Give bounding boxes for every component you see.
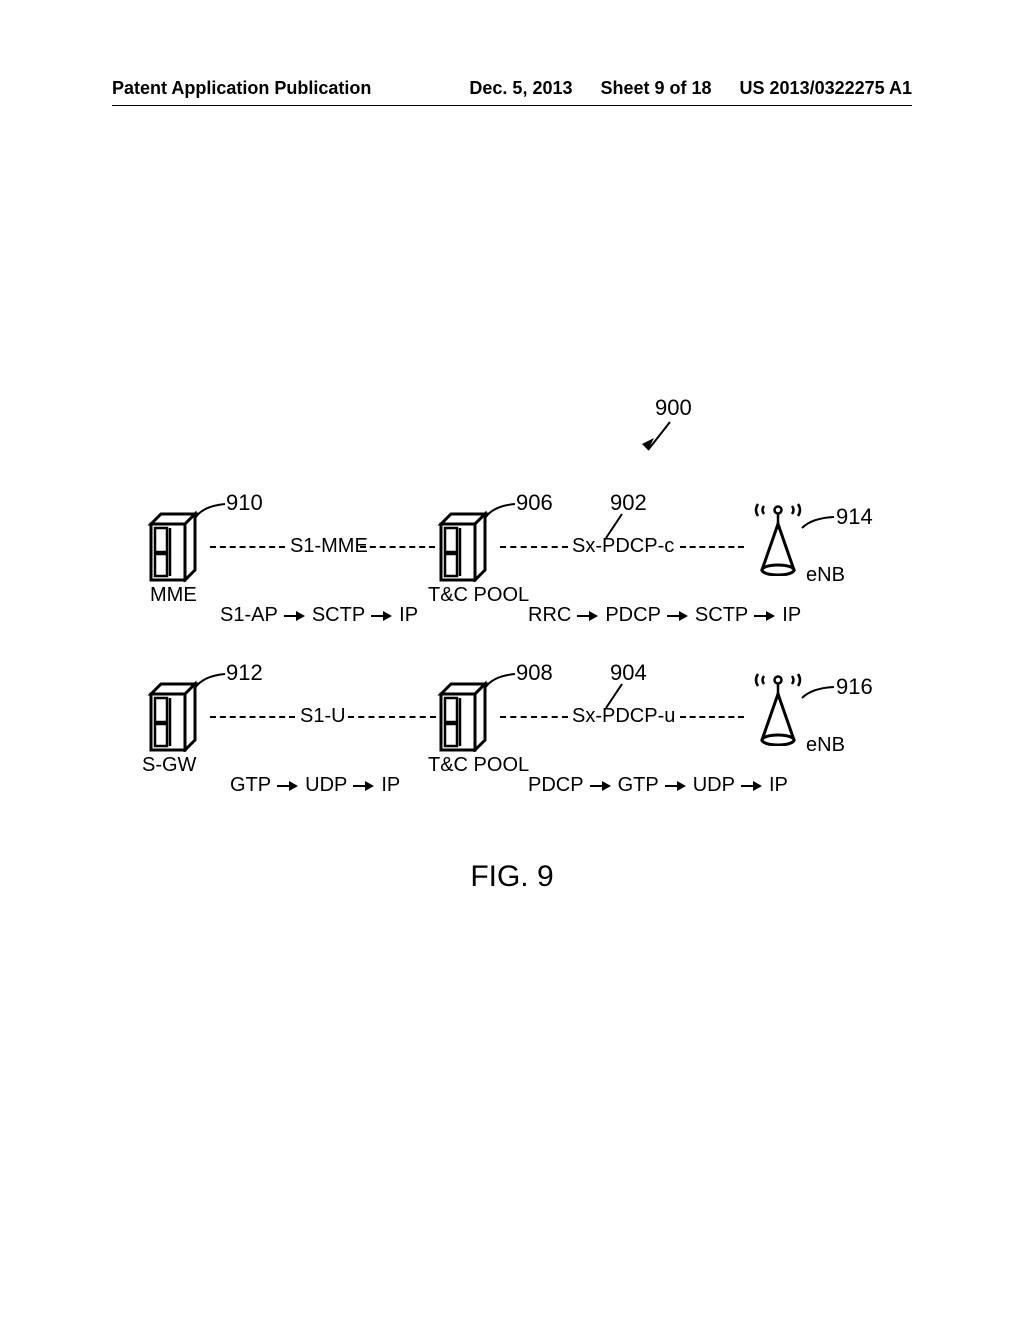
arrow-icon	[667, 611, 689, 621]
proto-ip: IP	[399, 604, 418, 627]
proto-row1-right: RRC PDCP SCTP IP	[528, 604, 801, 627]
proto-sctp2: SCTP	[695, 604, 748, 627]
link-s1u-right	[348, 716, 436, 718]
label-mme: MME	[150, 584, 197, 607]
header-sheet: Sheet 9 of 18	[600, 78, 711, 105]
link-s1u-left	[210, 716, 295, 718]
ref-912: 912	[226, 660, 263, 686]
page-header: Patent Application Publication Dec. 5, 2…	[112, 78, 912, 106]
diagram-ref-900: 900	[655, 395, 692, 421]
arrow-icon	[353, 781, 375, 791]
ref-916: 916	[836, 674, 873, 700]
arrow-icon	[665, 781, 687, 791]
page: Patent Application Publication Dec. 5, 2…	[0, 0, 1024, 1320]
leader-902	[602, 512, 632, 542]
label-sgw: S-GW	[142, 754, 196, 777]
arrow-icon	[754, 611, 776, 621]
proto-ip3: IP	[381, 774, 400, 797]
leader-916	[800, 684, 840, 706]
proto-row2-right: PDCP GTP UDP IP	[528, 774, 788, 797]
proto-gtp: GTP	[230, 774, 271, 797]
proto-pdcp: PDCP	[605, 604, 661, 627]
link-s1-mme-right	[360, 546, 435, 548]
header-date: Dec. 5, 2013	[469, 78, 572, 105]
proto-ip4: IP	[769, 774, 788, 797]
ref-908: 908	[516, 660, 553, 686]
proto-s1ap: S1-AP	[220, 604, 278, 627]
header-pubno: US 2013/0322275 A1	[740, 78, 912, 105]
proto-ip2: IP	[782, 604, 801, 627]
leader-914	[800, 514, 840, 536]
label-s1-mme: S1-MME	[290, 535, 368, 558]
proto-pdcp2: PDCP	[528, 774, 584, 797]
arrow-icon	[277, 781, 299, 791]
ref-910: 910	[226, 490, 263, 516]
label-tcpool-2: T&C POOL	[428, 754, 529, 777]
arrow-icon	[284, 611, 306, 621]
enb-1	[750, 490, 806, 576]
link-s1-mme-left	[210, 546, 285, 548]
proto-udp: UDP	[305, 774, 347, 797]
proto-sctp: SCTP	[312, 604, 365, 627]
header-left: Patent Application Publication	[112, 78, 371, 105]
enb-2	[750, 660, 806, 746]
figure-label: FIG. 9	[0, 860, 1024, 894]
label-enb-2: eNB	[806, 734, 845, 757]
ref-906: 906	[516, 490, 553, 516]
proto-rrc: RRC	[528, 604, 571, 627]
link-sx-pdcp-u-right	[680, 716, 744, 718]
diagram-ref-arrow	[640, 420, 680, 460]
link-sx-pdcp-c-right	[680, 546, 744, 548]
proto-udp2: UDP	[693, 774, 735, 797]
link-sx-pdcp-c-left	[500, 546, 568, 548]
proto-row2-left: GTP UDP IP	[230, 774, 400, 797]
arrow-icon	[577, 611, 599, 621]
arrow-icon	[741, 781, 763, 791]
label-s1u: S1-U	[300, 705, 346, 728]
arrow-icon	[371, 611, 393, 621]
arrow-icon	[590, 781, 612, 791]
ref-914: 914	[836, 504, 873, 530]
link-sx-pdcp-u-left	[500, 716, 568, 718]
leader-904	[602, 682, 632, 712]
proto-gtp2: GTP	[618, 774, 659, 797]
proto-row1-left: S1-AP SCTP IP	[220, 604, 418, 627]
label-tcpool-1: T&C POOL	[428, 584, 529, 607]
label-enb-1: eNB	[806, 564, 845, 587]
